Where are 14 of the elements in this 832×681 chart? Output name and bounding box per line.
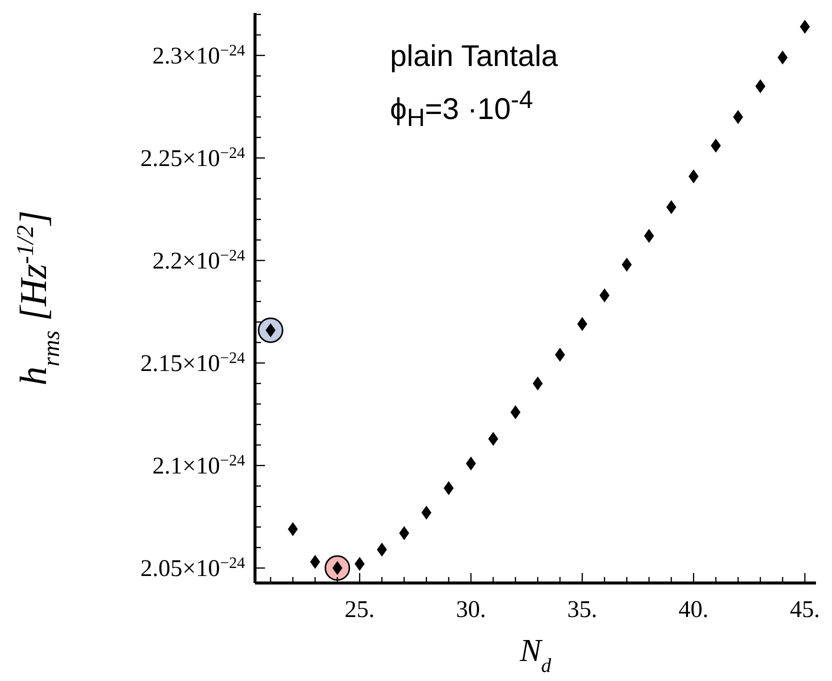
x-tick-label: 40. [678, 597, 709, 623]
y-tick-label: 2.05×10$^{−24}$ [140, 554, 245, 582]
x-tick-label: 25. [344, 597, 375, 623]
annotation: ϕ$_{H}$=3 ·10$^{-4}$ [390, 86, 534, 133]
y-tick-label: 2.1×10$^{−24}$ [152, 452, 245, 480]
y-tick-label: 2.2×10$^{−24}$ [152, 246, 245, 274]
y-tick-label: 2.15×10$^{−24}$ [140, 349, 245, 377]
x-tick-label: 30. [456, 597, 486, 623]
annotation: plain Tantala [390, 40, 558, 74]
x-tick-label: 35. [567, 597, 598, 623]
x-axis-title: N$_{d}$ [518, 632, 552, 677]
x-tick-label: 45. [790, 597, 820, 623]
y-tick-label: 2.3×10$^{−24}$ [152, 42, 245, 70]
y-tick-label: 2.25×10$^{−24}$ [140, 144, 245, 172]
